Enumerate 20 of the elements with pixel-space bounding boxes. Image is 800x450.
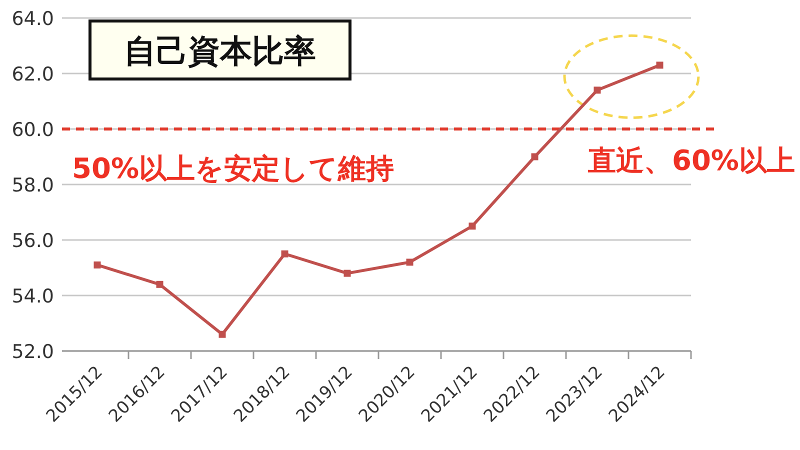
annotation: 直近、60%以上 — [586, 144, 795, 177]
point — [594, 86, 601, 94]
point — [344, 270, 351, 277]
y-tick-label: 60.0 — [12, 119, 54, 141]
y-tick-label: 62.0 — [12, 64, 54, 86]
point — [156, 280, 164, 288]
text: 自己資本比率 — [124, 32, 316, 70]
point — [656, 62, 664, 69]
y-tick-label: 52.0 — [12, 341, 54, 363]
y-tick-label: 58.0 — [12, 174, 54, 196]
annotation: 50%以上を安定して維持 — [72, 152, 394, 185]
point — [531, 153, 538, 160]
y-tick-label: 64.0 — [12, 8, 54, 30]
point — [218, 330, 226, 338]
point — [281, 250, 288, 258]
y-tick-label: 54.0 — [12, 286, 54, 308]
point — [468, 222, 476, 230]
y-tick-label: 56.0 — [12, 230, 54, 252]
point — [406, 258, 414, 266]
point — [94, 261, 101, 268]
